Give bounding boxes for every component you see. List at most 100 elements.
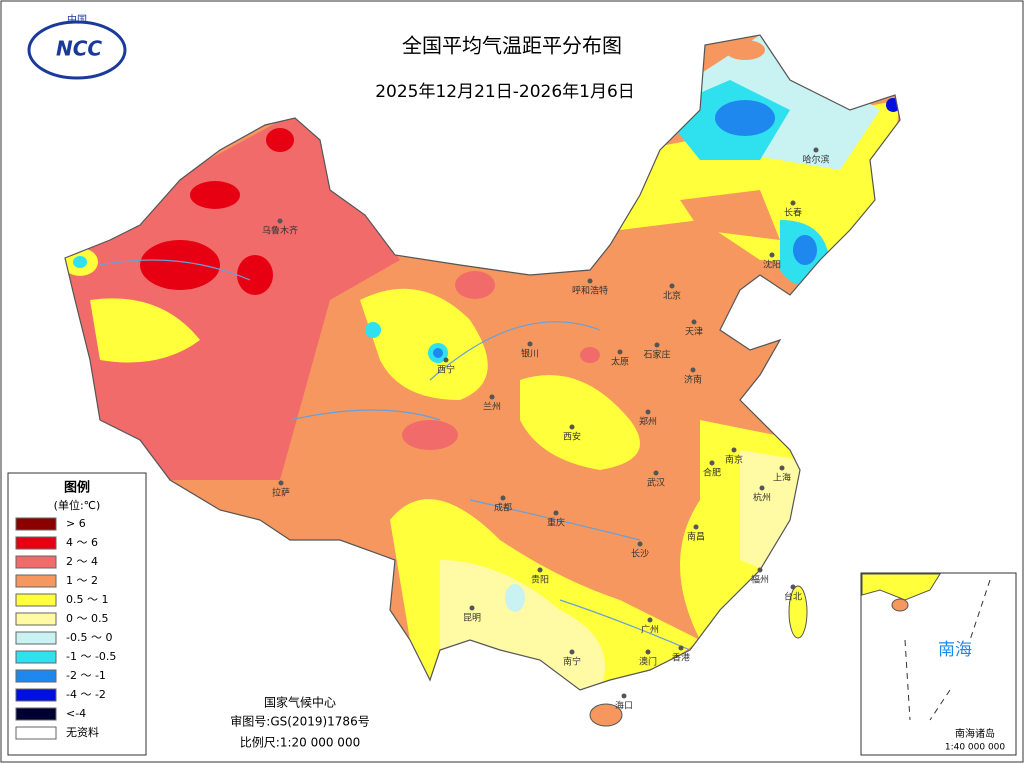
title: 全国平均气温距平分布图 (402, 34, 622, 58)
city-dot (653, 470, 659, 476)
city-label: 南京 (725, 454, 743, 466)
legend-unit: (单位:℃) (54, 498, 101, 512)
city-label: 昆明 (463, 613, 481, 624)
legend-label: 0 ～ 0.5 (66, 612, 109, 625)
city-label: 西安 (563, 431, 581, 443)
city-label: 澳门 (639, 656, 657, 668)
city-dot (645, 409, 651, 415)
city-label: 沈阳 (763, 259, 781, 271)
city-dot (443, 357, 449, 363)
logo-top: 中国 (67, 13, 87, 26)
legend-swatch (15, 631, 57, 645)
legend-label: -4 ～ -2 (66, 688, 106, 701)
legend-label: -2 ～ -1 (66, 669, 106, 682)
legend-title: 图例 (64, 480, 90, 496)
city-dot (790, 584, 796, 590)
city-dot (500, 495, 506, 501)
legend-label: -1 ～ -0.5 (66, 650, 116, 663)
inset-sea: 南海 (938, 640, 972, 660)
city-dot (678, 645, 684, 651)
city-label: 西宁 (437, 364, 455, 376)
city-label: 拉萨 (272, 487, 290, 499)
city-dot (645, 649, 651, 655)
footer-scale: 比例尺:1:20 000 000 (240, 736, 360, 750)
legend-swatch (15, 555, 57, 569)
legend-label: > 6 (66, 517, 86, 530)
legend-swatch (15, 536, 57, 550)
city-label: 太原 (611, 356, 629, 368)
city-label: 广州 (641, 624, 659, 636)
city-label: 上海 (773, 472, 791, 484)
city-label: 哈尔滨 (802, 154, 829, 166)
city-dot (709, 460, 715, 466)
city-dot (669, 283, 675, 289)
legend-label: 2 ～ 4 (66, 555, 98, 568)
city-label: 长春 (784, 207, 802, 219)
city-dot (769, 252, 775, 258)
city-label: 济南 (684, 374, 702, 386)
legend-swatch (15, 669, 57, 683)
city-dot (654, 342, 660, 348)
city-label: 长沙 (631, 548, 649, 560)
city-label: 台北 (784, 591, 802, 603)
city-dot (617, 349, 623, 355)
legend-swatch (15, 688, 57, 702)
legend-label: 无资料 (66, 725, 99, 739)
city-label: 福州 (751, 574, 769, 586)
city-label: 银川 (521, 348, 539, 360)
city-label: 呼和浩特 (572, 285, 608, 297)
city-label: 兰州 (483, 401, 501, 413)
rivers (99, 259, 691, 651)
legend-label: 1 ～ 2 (66, 574, 98, 587)
city-label: 贵阳 (531, 574, 549, 586)
inset-box (860, 572, 1017, 756)
legend-swatch (15, 650, 57, 664)
inset: 南海 南海诸岛 1:40 000 000 (860, 572, 1017, 756)
city-label: 石家庄 (643, 349, 670, 361)
city-dot (621, 693, 627, 699)
city-dot (537, 567, 543, 573)
legend-swatch (15, 612, 57, 626)
city-dot (813, 147, 819, 153)
legend-label: -0.5 ～ 0 (66, 631, 112, 644)
legend: 图例 (单位:℃) > 6 4 ～ 6 2 ～ 4 1 ～ 2 0.5 ～ 1 0 ～ 0… (7, 472, 147, 756)
inset-boundary (904, 579, 991, 721)
city-dot (569, 424, 575, 430)
city-dot (731, 447, 737, 453)
city-dot (790, 200, 796, 206)
legend-swatch (15, 726, 57, 740)
cities: 乌鲁木齐 拉萨 西宁 兰州 银川 呼和浩特 北京 天津 石家庄 太原 济南 郑州… (262, 147, 830, 712)
logo-main: NCC (56, 37, 102, 61)
city-label: 南宁 (563, 656, 581, 668)
city-dot (759, 485, 765, 491)
city-dot (587, 278, 593, 284)
legend-label: <-4 (66, 707, 86, 720)
footer-agency: 国家气候中心 (264, 695, 336, 710)
legend-swatch (15, 707, 57, 721)
legend-swatch (15, 574, 57, 588)
city-label: 南昌 (687, 531, 705, 543)
legend-label: 4 ～ 6 (66, 536, 98, 549)
logo: 中国 NCC (27, 13, 127, 80)
city-label: 香港 (672, 652, 690, 664)
legend-swatch (15, 593, 57, 607)
city-dot (569, 649, 575, 655)
inset-hainan (891, 598, 909, 612)
city-dot (637, 541, 643, 547)
city-dot (690, 367, 696, 373)
subtitle: 2025年12月21日-2026年1月6日 (375, 82, 635, 102)
city-dot (527, 341, 533, 347)
city-label: 海口 (615, 700, 633, 712)
city-label: 合肥 (703, 467, 721, 479)
city-dot (691, 319, 697, 325)
legend-swatch (15, 517, 57, 531)
city-label: 乌鲁木齐 (262, 225, 298, 237)
city-dot (693, 524, 699, 530)
city-dot (469, 605, 475, 611)
city-dot (278, 480, 284, 486)
city-dot (757, 567, 763, 573)
hainan (589, 703, 623, 727)
city-label: 郑州 (639, 416, 657, 428)
city-label: 杭州 (753, 492, 771, 504)
city-dot (779, 465, 785, 471)
